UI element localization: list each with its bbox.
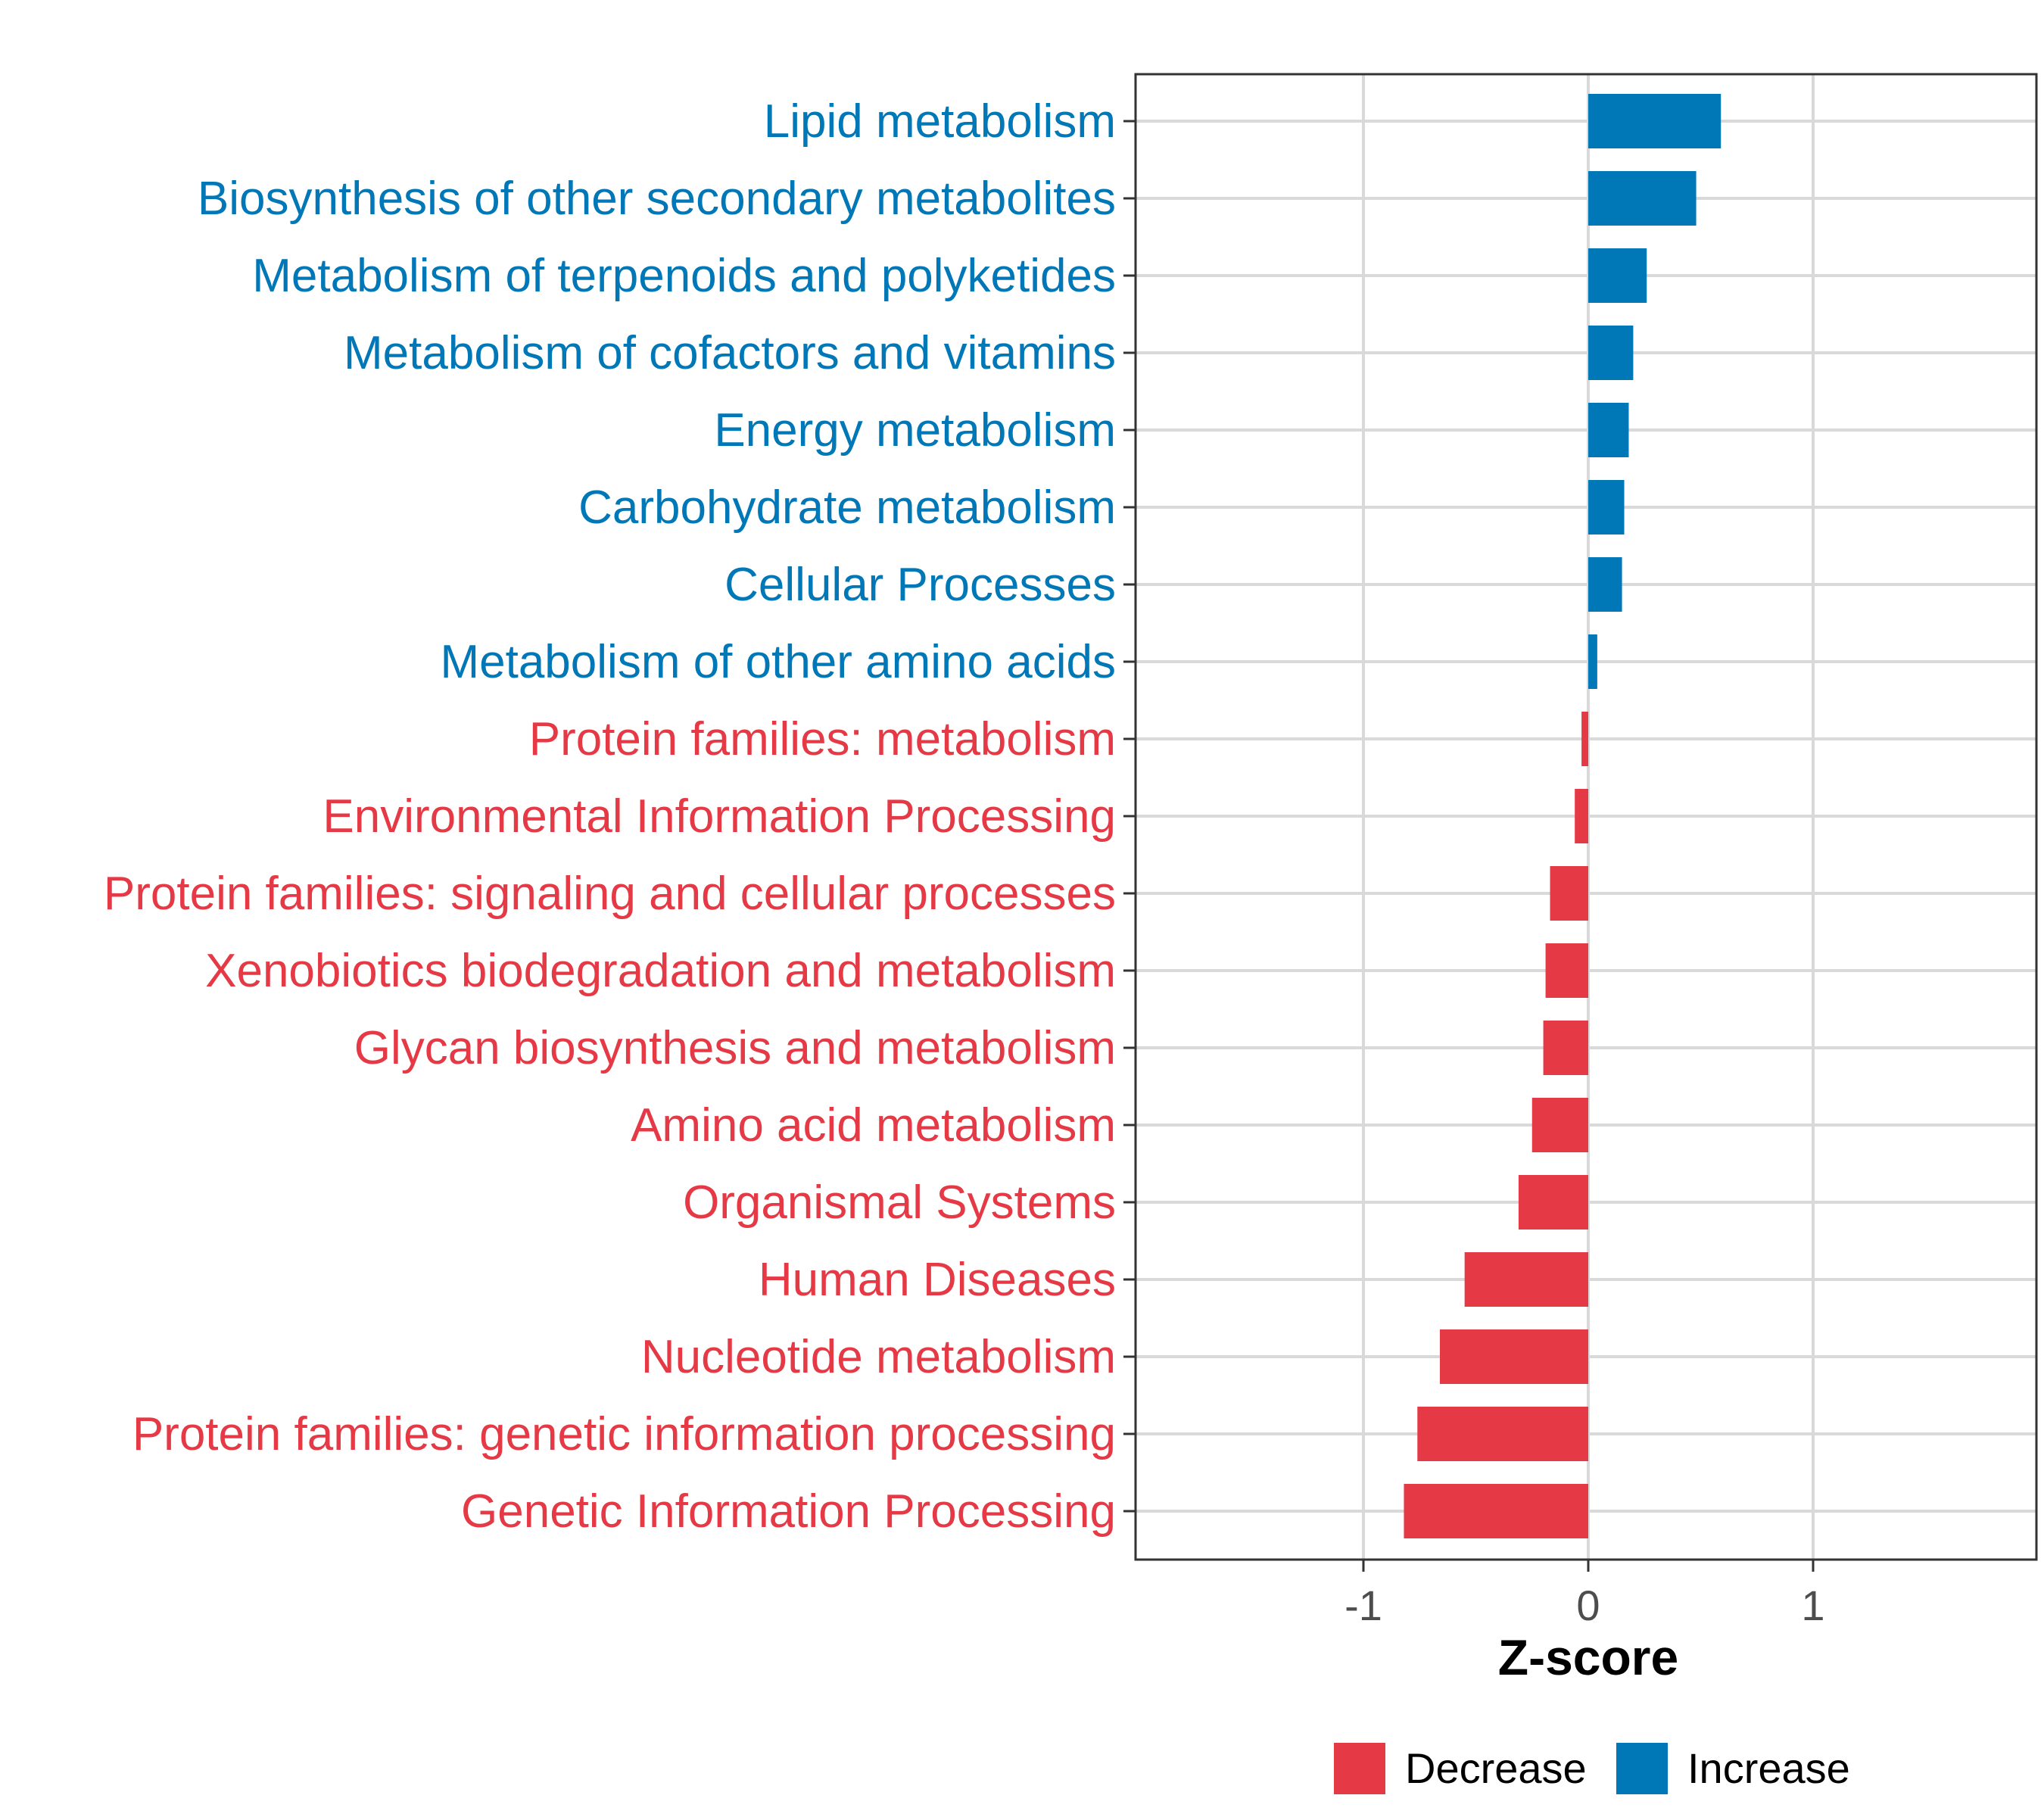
bar (1588, 248, 1647, 303)
category-label: Metabolism of other amino acids (440, 636, 1116, 688)
bar (1588, 94, 1722, 148)
y-axis-labels: Lipid metabolism Biosynthesis of other se… (104, 95, 1116, 1538)
category-label: Metabolism of terpenoids and polyketides (252, 250, 1116, 302)
bar (1518, 1175, 1588, 1230)
bar (1588, 634, 1597, 689)
category-label: Metabolism of cofactors and vitamins (344, 327, 1116, 379)
category-label: Protein families: genetic information pr… (132, 1408, 1116, 1460)
bar (1581, 712, 1588, 766)
category-label: Human Diseases (759, 1254, 1116, 1306)
x-tick-label: 0 (1576, 1582, 1600, 1629)
bar (1588, 326, 1634, 380)
category-label: Nucleotide metabolism (641, 1331, 1116, 1383)
bars-layer (1404, 94, 1722, 1538)
legend: Decrease Increase (1334, 1743, 1850, 1794)
bar (1404, 1484, 1588, 1538)
category-label: Environmental Information Processing (322, 790, 1116, 843)
category-label: Xenobiotics biodegradation and metabolis… (205, 945, 1116, 997)
bar (1543, 1021, 1588, 1075)
category-label: Organismal Systems (683, 1177, 1116, 1229)
category-label: Lipid metabolism (764, 95, 1116, 148)
category-label: Glycan biosynthesis and metabolism (354, 1022, 1116, 1074)
x-tick-label: 1 (1801, 1582, 1824, 1629)
category-label: Protein families: metabolism (529, 713, 1116, 765)
bar (1588, 171, 1697, 226)
category-label: Genetic Information Processing (461, 1485, 1116, 1538)
bar (1588, 403, 1629, 457)
x-tick-label: -1 (1344, 1582, 1382, 1629)
category-label: Carbohydrate metabolism (578, 482, 1116, 534)
bar (1464, 1252, 1588, 1307)
y-ticks (1123, 120, 1136, 1513)
category-label: Biosynthesis of other secondary metaboli… (198, 173, 1116, 225)
bar (1588, 480, 1625, 535)
category-label: Protein families: signaling and cellular… (104, 868, 1116, 920)
bar (1545, 943, 1588, 998)
legend-swatch-decrease (1334, 1743, 1385, 1794)
x-axis-title: Z-score (1498, 1629, 1678, 1685)
category-label: Amino acid metabolism (631, 1099, 1116, 1152)
bar (1439, 1329, 1588, 1384)
category-label: Cellular Processes (724, 559, 1116, 611)
bar (1588, 557, 1622, 612)
bar (1575, 789, 1588, 843)
bar (1531, 1098, 1588, 1152)
x-ticks (1362, 1560, 1815, 1572)
legend-label-decrease: Decrease (1405, 1744, 1587, 1792)
x-axis-labels: -1 0 1 (1344, 1582, 1824, 1629)
bar (1417, 1407, 1588, 1461)
category-label: Energy metabolism (714, 404, 1116, 457)
bar (1550, 866, 1588, 921)
legend-label-increase: Increase (1687, 1744, 1850, 1792)
legend-swatch-increase (1616, 1743, 1668, 1794)
